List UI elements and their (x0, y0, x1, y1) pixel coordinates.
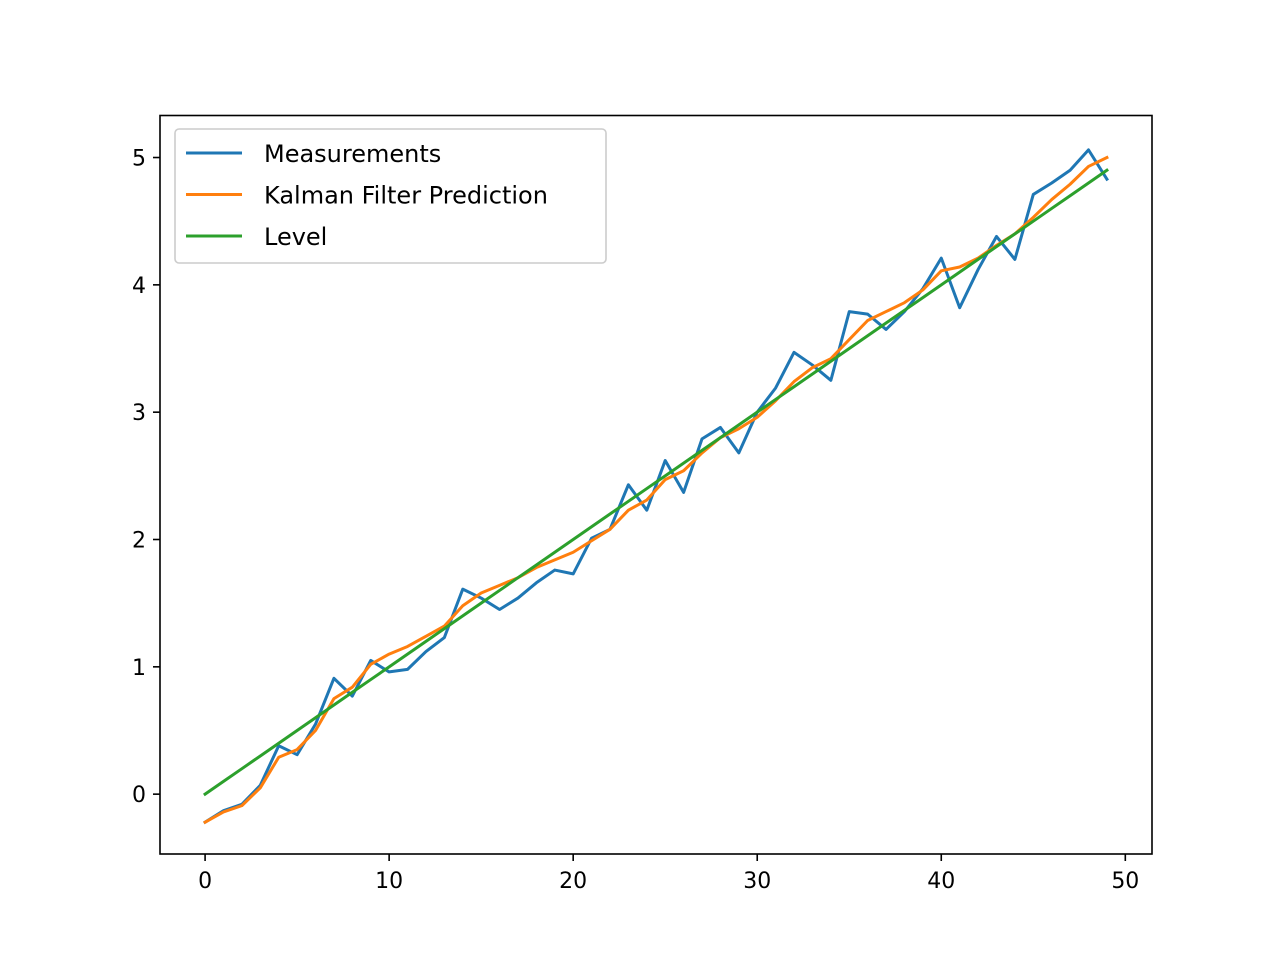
series-line-1 (203, 155, 1109, 825)
x-axis: 0 10 20 30 40 50 (198, 854, 1139, 894)
x-tick-label: 10 (375, 869, 403, 894)
x-tick-label: 40 (927, 869, 955, 894)
series-layer (203, 148, 1109, 825)
series-line-2 (203, 168, 1109, 797)
y-tick-label: 2 (132, 529, 146, 554)
legend-label-1: Kalman Filter Prediction (264, 182, 548, 210)
legend: Measurements Kalman Filter Prediction Leve… (174, 128, 607, 264)
y-axis: 0 1 2 3 4 5 (132, 147, 160, 808)
y-tick-label: 1 (132, 656, 146, 681)
y-tick-label: 0 (132, 783, 146, 808)
y-tick-label: 5 (132, 147, 146, 172)
x-tick-label: 0 (198, 869, 212, 894)
x-tick-label: 50 (1111, 869, 1139, 894)
legend-box (174, 128, 607, 264)
x-tick-label: 30 (743, 869, 771, 894)
legend-label-2: Level (264, 223, 327, 251)
legend-label-0: Measurements (264, 140, 441, 168)
y-tick-label: 4 (132, 274, 146, 299)
y-tick-label: 3 (132, 401, 146, 426)
x-tick-label: 20 (559, 869, 587, 894)
plot-frame (159, 114, 1153, 855)
